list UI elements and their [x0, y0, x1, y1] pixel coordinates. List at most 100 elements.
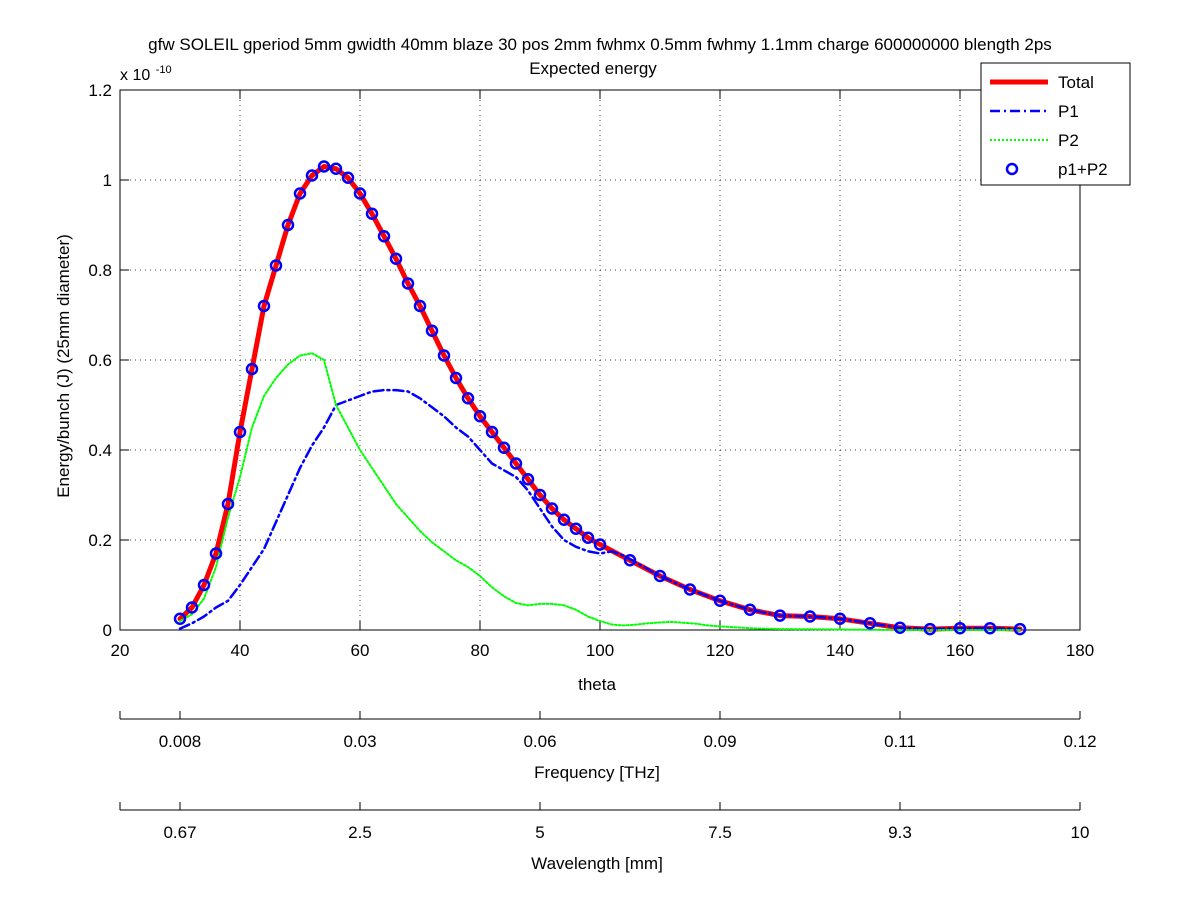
data-point-marker — [365, 207, 379, 220]
y-axis-label: Energy/bunch (J) (25mm diameter) — [54, 234, 73, 498]
x-tick-label: 60 — [351, 641, 370, 660]
secondary-axis-1: 0.008 0.03 0.06 0.09 0.11 0.12 Frequency [THz] — [119, 711, 1097, 782]
data-point-marker — [389, 252, 403, 265]
legend-entry: P1 — [990, 102, 1079, 121]
data-point-marker — [425, 324, 439, 337]
secondary-tick-label: 9.3 — [888, 823, 912, 842]
data-point-marker — [197, 578, 211, 592]
data-point-marker — [257, 299, 271, 313]
data-point-marker — [245, 362, 259, 376]
series-p1 — [178, 388, 1022, 631]
y-tick-label: 0.6 — [88, 351, 112, 370]
data-point-marker — [269, 259, 283, 272]
secondary-tick-label: 0.008 — [159, 732, 202, 751]
chart-title: gfw SOLEIL gperiod 5mm gwidth 40mm blaze… — [148, 35, 1052, 54]
data-point-marker — [485, 425, 499, 439]
data-point-marker — [1013, 622, 1027, 636]
x-tick-label: 80 — [471, 641, 490, 660]
legend-entry: p1+P2 — [1005, 160, 1108, 179]
data-point-marker — [743, 603, 757, 616]
legend-label: Total — [1058, 73, 1094, 92]
x-tick-label: 160 — [946, 641, 974, 660]
y-tick-label: 0.8 — [88, 261, 112, 280]
data-point-marker — [983, 621, 997, 635]
data-point-marker — [473, 410, 487, 423]
data-point-marker — [833, 612, 847, 625]
legend-swatch — [1005, 162, 1019, 176]
data-point-marker — [437, 349, 451, 362]
x-tick-label: 140 — [826, 641, 854, 660]
data-point-marker — [413, 299, 427, 313]
series-line — [179, 352, 1021, 631]
legend: Total P1 P2 p1+P2 — [980, 62, 1131, 186]
secondary-tick-label: 7.5 — [708, 823, 732, 842]
data-point-marker — [293, 187, 307, 200]
data-point-marker — [377, 230, 391, 243]
data-point-marker — [581, 531, 595, 544]
secondary-tick-label: 10 — [1071, 823, 1090, 842]
data-point-marker — [173, 612, 187, 625]
x-tick-label: 180 — [1066, 641, 1094, 660]
data-point-marker — [557, 513, 571, 526]
x-tick-label: 120 — [706, 641, 734, 660]
y-tick-label: 0.4 — [88, 441, 112, 460]
secondary-axes: 0.008 0.03 0.06 0.09 0.11 0.12 Frequency [THz]… — [119, 711, 1097, 873]
legend-entry: P2 — [990, 131, 1079, 150]
x-tick-label: 40 — [231, 641, 250, 660]
data-point-marker — [569, 522, 583, 535]
x-tick-label: 100 — [586, 641, 614, 660]
data-point-marker — [545, 502, 559, 515]
secondary-axis-label: Frequency [THz] — [534, 763, 660, 782]
y-exponent-label: x 10 -10 — [120, 64, 172, 84]
chart-subtitle: Expected energy — [529, 59, 657, 78]
legend-label: p1+P2 — [1058, 160, 1108, 179]
data-point-marker — [305, 169, 319, 182]
y-tick-labels: 0 0.2 0.4 0.6 0.8 1 1.2 — [88, 81, 112, 640]
data-point-marker — [923, 622, 937, 636]
data-point-marker — [893, 621, 907, 634]
x-tick-label: 20 — [111, 641, 130, 660]
data-point-marker — [623, 554, 637, 567]
series-p1-p2 — [173, 160, 1027, 636]
series-line — [178, 388, 1022, 631]
secondary-tick-label: 5 — [535, 823, 544, 842]
data-point-marker — [341, 171, 355, 184]
data-point-marker — [683, 583, 697, 596]
data-point-marker — [461, 392, 475, 405]
data-point-marker — [593, 538, 607, 551]
y-tick-label: 0.2 — [88, 531, 112, 550]
data-point-marker — [773, 609, 787, 622]
data-point-marker — [353, 187, 367, 200]
y-tick-label: 1.2 — [88, 81, 112, 100]
secondary-tick-label: 2.5 — [348, 823, 372, 842]
series-p2 — [179, 352, 1021, 631]
legend-entry: Total — [990, 73, 1094, 92]
data-point-marker — [863, 617, 877, 630]
y-exponent-base: x 10 — [120, 67, 150, 84]
secondary-axis-2: 0.67 2.5 5 7.5 9.3 10 Wavelength [mm] — [119, 802, 1090, 873]
secondary-tick-label: 0.11 — [884, 732, 916, 751]
data-point-marker — [209, 547, 223, 560]
data-point-marker — [497, 441, 511, 454]
secondary-tick-label: 0.67 — [163, 823, 196, 842]
secondary-tick-label: 0.12 — [1063, 732, 1096, 751]
data-point-marker — [653, 569, 667, 583]
data-point-marker — [185, 601, 199, 614]
secondary-axis-label: Wavelength [mm] — [531, 854, 663, 873]
data-point-marker — [509, 457, 523, 470]
x-axis-label: theta — [578, 675, 616, 694]
axis-ticks — [119, 89, 1081, 631]
secondary-tick-label: 0.09 — [703, 732, 736, 751]
x-tick-labels: 20 40 60 80 100 120 140 160 180 — [111, 641, 1095, 660]
data-point-marker — [221, 497, 235, 511]
data-point-marker — [281, 218, 295, 232]
data-point-marker — [317, 160, 331, 173]
data-point-marker — [533, 488, 547, 502]
secondary-tick-label: 0.06 — [523, 732, 556, 751]
y-exponent-power: -10 — [156, 64, 172, 76]
data-point-marker — [713, 594, 727, 607]
y-tick-label: 1 — [103, 171, 112, 190]
data-point-marker — [521, 473, 535, 486]
series-layer — [173, 160, 1027, 636]
